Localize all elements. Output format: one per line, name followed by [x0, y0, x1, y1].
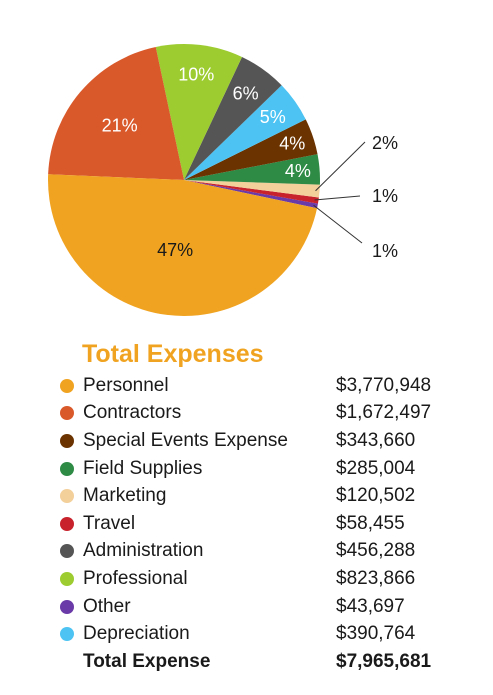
legend-label: Personnel — [83, 374, 169, 396]
legend-swatch — [60, 489, 74, 504]
legend-row: Contractors $1,672,497 — [60, 400, 460, 428]
total-label: Total Expense — [83, 650, 211, 672]
expense-pie-chart: 4% 4% 5%6% 10% 21% 47% 2% 1% 1% — [48, 44, 398, 316]
legend-swatch — [60, 433, 74, 448]
legend-label: Travel — [83, 512, 136, 534]
slice-label: 4% — [279, 133, 305, 153]
legend-row: Administration $456,288 — [60, 538, 460, 566]
legend-swatch — [60, 516, 74, 531]
legend-row: Professional $823,866 — [60, 565, 460, 593]
legend-amount: $390,764 — [336, 623, 416, 645]
legend-amount: $120,502 — [336, 485, 416, 507]
slice-label: 6% — [233, 84, 259, 104]
legend-swatch — [60, 571, 74, 586]
pie-slice-personnel — [48, 174, 318, 316]
legend-label: Depreciation — [83, 623, 190, 645]
legend-swatch — [60, 461, 74, 476]
pie-slice-other — [184, 180, 318, 209]
pie-slice-depreciation — [184, 85, 306, 180]
legend-row: Marketing $120,502 — [60, 482, 460, 510]
pie-slice-professional — [155, 44, 243, 181]
leader-line — [315, 141, 366, 192]
slice-label: 21% — [102, 116, 138, 136]
legend-amount: $3,770,948 — [336, 374, 432, 396]
legend-row: Depreciation $390,764 — [60, 620, 460, 648]
legend-amount: $823,866 — [336, 567, 416, 589]
leader-line — [314, 195, 361, 201]
slice-label: 4% — [285, 161, 311, 181]
pie-slice-contractors — [48, 46, 184, 180]
legend-swatch — [60, 599, 74, 614]
slice-label: 2% — [372, 133, 398, 153]
pie-slice-travel — [184, 180, 319, 204]
legend-amount: $43,697 — [336, 595, 405, 617]
legend-amount: $456,288 — [336, 540, 416, 562]
slice-label: 10% — [178, 65, 214, 85]
legend-label: Special Events Expense — [83, 429, 288, 451]
pie-slice-marketing — [184, 180, 320, 198]
legend-swatch — [60, 406, 74, 421]
legend-label: Contractors — [83, 402, 182, 424]
legend-row: Travel $58,455 — [60, 510, 460, 538]
legend-label: Professional — [83, 567, 188, 589]
legend-label: Marketing — [83, 485, 167, 507]
slice-label: 47% — [157, 240, 193, 260]
legend-amount: $1,672,497 — [336, 402, 432, 424]
legend: Personnel $3,770,948 Contractors $1,672,… — [60, 372, 460, 676]
pie-slice-administration — [184, 56, 282, 181]
leader-line — [313, 204, 363, 244]
slice-label: 1% — [372, 186, 398, 206]
legend-label: Administration — [83, 540, 204, 562]
total-row: Total Expense $7,965,681 — [60, 648, 460, 676]
legend-amount: $58,455 — [336, 512, 405, 534]
chart-title: Total Expenses — [82, 340, 264, 368]
legend-row: Special Events Expense $343,660 — [60, 427, 460, 455]
legend-label: Other — [83, 595, 131, 617]
legend-amount: $343,660 — [336, 429, 416, 451]
slice-label: 5% — [260, 107, 286, 127]
legend-swatch — [60, 378, 74, 393]
total-amount: $7,965,681 — [336, 650, 432, 672]
legend-row: Other $43,697 — [60, 593, 460, 621]
legend-swatch — [60, 544, 74, 559]
pie-slice-special-events-expense — [184, 119, 318, 180]
legend-swatch — [60, 627, 74, 642]
legend-amount: $285,004 — [336, 457, 416, 479]
pie-slice-field-supplies — [184, 154, 320, 185]
slice-label: 1% — [372, 241, 398, 261]
legend-row: Field Supplies $285,004 — [60, 455, 460, 483]
legend-label: Field Supplies — [83, 457, 203, 479]
legend-row: Personnel $3,770,948 — [60, 372, 460, 400]
